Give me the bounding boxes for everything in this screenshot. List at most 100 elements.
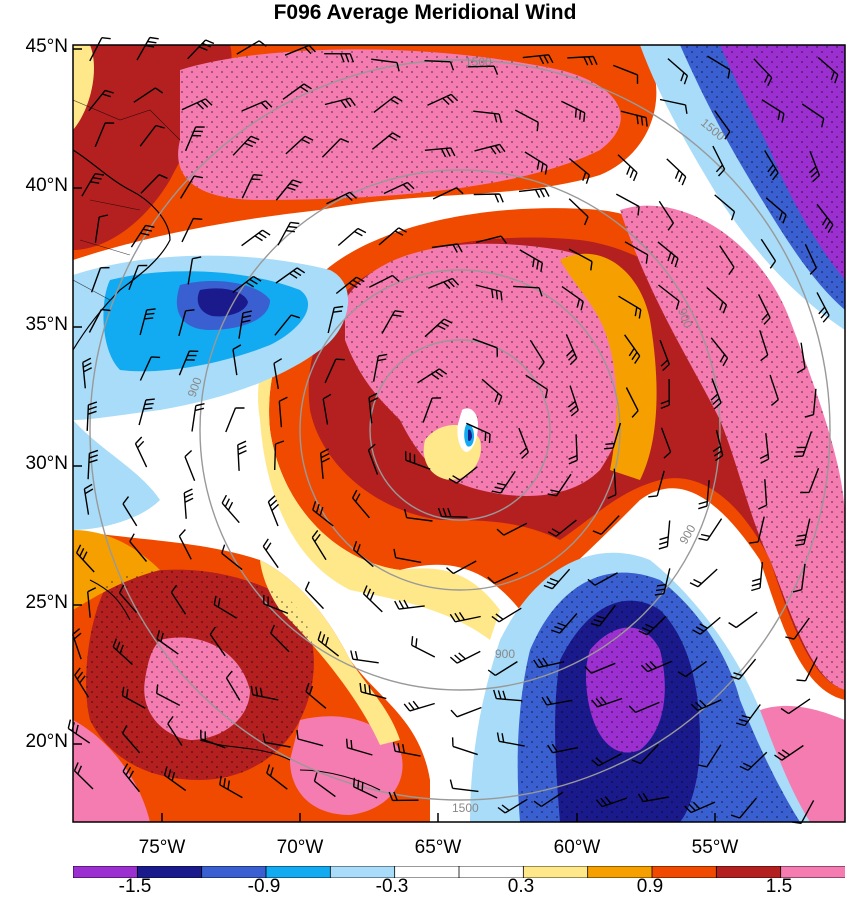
wind-barb: [613, 64, 639, 84]
wind-barb: [134, 436, 148, 468]
wind-barb: [241, 100, 273, 112]
wind-barb: [372, 353, 388, 382]
wind-barb: [326, 191, 357, 205]
wind-barb: [90, 267, 110, 293]
wind-barb: [282, 83, 312, 100]
wind-barb: [285, 135, 314, 155]
wind-barb: [405, 451, 431, 470]
wind-barb: [522, 54, 554, 65]
wind-barb: [373, 95, 403, 113]
wind-barb: [712, 430, 724, 462]
wind-barb: [180, 175, 204, 199]
wind-barb: [424, 147, 456, 158]
lat-label-25n: 25°N: [25, 592, 68, 613]
wind-barb: [514, 109, 539, 132]
wind-barb: [232, 135, 260, 156]
wind-barb: [659, 339, 670, 372]
wind-barb: [371, 58, 400, 72]
wind-barb: [317, 631, 340, 657]
wind-barb: [241, 229, 271, 247]
wind-barb: [209, 626, 226, 657]
wind-barb: [275, 179, 302, 201]
wind-barb: [167, 715, 183, 746]
wind-barb: [590, 604, 616, 627]
wind-barb: [350, 650, 379, 664]
wind-barb: [324, 53, 355, 63]
wind-barb: [568, 157, 590, 184]
wind-barb: [121, 725, 141, 754]
wind-barb: [487, 661, 518, 676]
wind-barb: [631, 744, 659, 765]
wind-barb: [796, 657, 818, 682]
lon-label-55w: 55°W: [691, 837, 739, 858]
wind-barb: [618, 295, 642, 319]
wind-barb: [187, 256, 202, 285]
wind-barb: [525, 374, 549, 399]
wind-barb: [780, 698, 811, 715]
wind-barb: [381, 310, 404, 334]
wind-barb: [322, 393, 332, 425]
wind-barb: [764, 150, 779, 181]
wind-barb: [371, 132, 401, 150]
wind-barb: [86, 401, 98, 431]
wind-barb: [278, 396, 288, 428]
wind-barb: [449, 650, 481, 664]
wind-barb: [392, 742, 421, 757]
wind-barb: [524, 151, 548, 175]
wind-barb: [321, 138, 350, 158]
wind-barb: [751, 562, 764, 592]
wind-barb: [707, 55, 731, 79]
wind-barb: [184, 449, 196, 482]
wind-barb: [785, 617, 810, 640]
wind-barb: [667, 58, 689, 85]
wind-barb: [136, 36, 159, 61]
wind-barb: [311, 529, 327, 561]
lat-label-20n: 20°N: [25, 731, 68, 752]
wind-barb: [225, 407, 245, 433]
wind-barb: [759, 330, 769, 362]
wind-barb: [710, 378, 722, 410]
lon-label-60w: 60°W: [553, 837, 601, 858]
wind-barb: [351, 489, 370, 519]
wind-barb: [88, 308, 111, 333]
colorbar-swatch: [780, 866, 845, 878]
wind-barb: [122, 496, 138, 527]
wind-barb: [250, 685, 279, 701]
lon-label-65w: 65°W: [414, 837, 462, 858]
wind-barb: [191, 403, 205, 432]
wind-barb: [648, 470, 665, 498]
wind-barb: [730, 797, 757, 819]
wind-barb: [232, 275, 262, 293]
wind-barb: [451, 737, 478, 756]
wind-barb: [587, 572, 618, 586]
wind-barb: [237, 440, 247, 471]
wind-barb: [658, 284, 680, 310]
wind-barb: [81, 173, 105, 197]
wind-barb: [519, 249, 543, 272]
wind-barb: [475, 235, 507, 244]
wind-barb: [181, 98, 213, 111]
wind-barb: [561, 286, 584, 311]
colorbar-label: -0.9: [247, 876, 281, 897]
wind-barb: [628, 701, 660, 714]
wind-barb: [660, 379, 670, 410]
wind-barb: [625, 387, 639, 418]
map-title: F096 Average Meridional Wind: [273, 1, 577, 24]
wind-barb: [758, 479, 768, 510]
wind-barb: [156, 630, 179, 655]
wind-barb: [424, 60, 455, 71]
wind-barb: [654, 568, 671, 596]
wind-barb: [638, 616, 667, 636]
wind-barb: [345, 738, 373, 756]
colorbar-label: 1.5: [765, 876, 793, 897]
wind-barb: [184, 126, 205, 152]
wind-barb: [320, 448, 330, 479]
axis-ticks: [73, 48, 716, 822]
wind-barb: [473, 110, 503, 123]
wind-barb: [473, 193, 504, 203]
wind-barb: [446, 560, 477, 575]
wind-barb: [749, 516, 765, 544]
wind-barb: [496, 732, 525, 747]
wind-barb: [765, 197, 787, 224]
wind-barb: [88, 89, 114, 112]
